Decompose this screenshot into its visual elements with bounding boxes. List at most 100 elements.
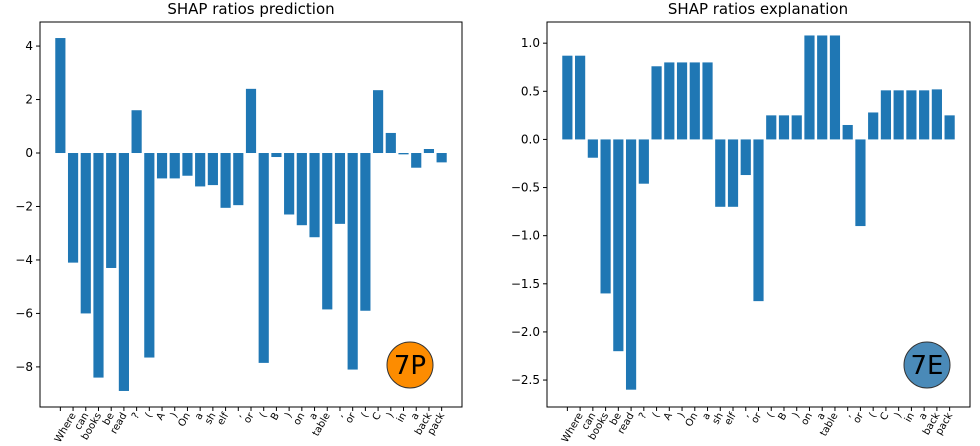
- y-tick-label: −2.5: [511, 373, 540, 387]
- x-tick-label: C: [878, 411, 891, 423]
- bar-0: [55, 38, 66, 154]
- x-tick-label: be: [608, 411, 624, 427]
- bar-29: [931, 89, 942, 140]
- bar-14: [740, 139, 751, 176]
- x-tick-label: sh: [203, 411, 218, 427]
- bar-26: [893, 90, 904, 140]
- bar-2: [587, 139, 598, 158]
- x-tick-label: or: [851, 410, 866, 425]
- bar-16: [258, 153, 269, 363]
- x-tick-label: a: [815, 411, 828, 422]
- bar-9: [676, 62, 688, 140]
- x-tick-label: C: [371, 411, 384, 423]
- x-tick-label: B: [777, 411, 790, 423]
- bar-26: [385, 132, 396, 153]
- x-tick-label: ?: [130, 411, 142, 421]
- bar-11: [195, 153, 206, 187]
- x-tick-label: a: [917, 411, 930, 422]
- x-tick-label: a: [701, 411, 714, 422]
- bar-12: [207, 153, 218, 186]
- bar-25: [880, 90, 892, 140]
- bar-21: [829, 35, 841, 140]
- bar-0: [562, 55, 573, 140]
- bar-9: [169, 153, 180, 179]
- bar-18: [284, 153, 295, 215]
- bar-8: [156, 153, 168, 179]
- y-tick-label: 4: [25, 39, 33, 53]
- bar-4: [613, 139, 624, 352]
- y-axis: 4 2 0 −2 −4 −6 −8: [15, 39, 40, 374]
- bar-6: [131, 110, 142, 154]
- bar-29: [423, 149, 435, 154]
- x-tick-label: a: [409, 411, 422, 422]
- bar-15: [753, 139, 764, 302]
- bar-17: [271, 153, 282, 158]
- x-tick-label: ): [791, 411, 803, 420]
- bar-7: [651, 66, 662, 140]
- badge-circle: [386, 341, 434, 389]
- x-tick-label: (: [651, 411, 663, 420]
- x-tick-label: (: [867, 411, 879, 420]
- y-tick-label: −4: [15, 253, 33, 267]
- bar-16: [766, 115, 777, 140]
- bar-19: [804, 35, 815, 140]
- y-tick-label: −1.0: [511, 229, 540, 243]
- badge-7p: 7P: [386, 341, 434, 389]
- x-tick-label: ,: [233, 411, 244, 419]
- x-tick-label: (: [360, 411, 372, 420]
- badge-circle: [903, 341, 951, 389]
- bar-series: [55, 38, 447, 391]
- badge-label: 7E: [911, 351, 944, 381]
- x-tick-label: ,: [842, 411, 853, 419]
- bar-10: [689, 62, 700, 140]
- bar-22: [842, 124, 853, 140]
- y-tick-label: 1.0: [521, 36, 540, 50]
- x-tick-label: (: [765, 411, 777, 420]
- bar-2: [80, 153, 91, 314]
- x-tick-label: ,: [740, 411, 751, 419]
- bar-18: [791, 115, 802, 140]
- bar-27: [906, 90, 917, 140]
- bar-8: [664, 62, 675, 140]
- bar-20: [817, 35, 828, 140]
- bar-5: [625, 139, 637, 390]
- bar-15: [245, 88, 257, 154]
- bar-series: [562, 35, 955, 390]
- bar-14: [233, 153, 244, 206]
- bar-23: [347, 153, 358, 370]
- x-tick-label: elf: [723, 411, 739, 428]
- chart-shap-explanation: SHAP ratios explanation 1.0 0.5 0.0 −0.5 −1.…: [511, 0, 971, 445]
- y-tick-label: 0.0: [521, 132, 540, 146]
- x-tick-label: ,: [334, 411, 345, 419]
- bar-28: [411, 153, 422, 168]
- bar-27: [398, 153, 409, 155]
- x-tick-label: ): [385, 411, 397, 420]
- x-tick-label: or: [242, 410, 257, 425]
- badge-label: 7P: [394, 351, 426, 381]
- x-tick-label: or: [749, 410, 764, 425]
- y-tick-label: −8: [15, 360, 33, 374]
- bar-25: [373, 90, 384, 154]
- bar-7: [144, 153, 155, 358]
- bar-20: [309, 153, 320, 238]
- bar-30: [944, 115, 955, 140]
- x-tick-label: be: [101, 411, 117, 427]
- x-tick-label: in: [903, 411, 917, 424]
- x-tick-label: A: [155, 411, 168, 423]
- badge-7e: 7E: [903, 341, 951, 389]
- x-tick-label: elf: [215, 411, 231, 428]
- bar-28: [919, 90, 930, 140]
- chart-title: SHAP ratios prediction: [167, 0, 334, 18]
- bar-11: [702, 62, 713, 140]
- bar-24: [868, 112, 879, 140]
- y-axis: 1.0 0.5 0.0 −0.5 −1.0 −1.5 −2.0 −2.5: [511, 36, 547, 387]
- x-tick-label: ): [169, 411, 181, 420]
- bar-1: [67, 153, 79, 263]
- x-tick-label: or: [344, 410, 359, 425]
- bar-17: [778, 115, 790, 140]
- y-tick-label: −6: [15, 306, 33, 320]
- y-tick-label: −1.5: [511, 277, 540, 291]
- bar-24: [360, 153, 371, 311]
- x-tick-label: A: [662, 411, 675, 423]
